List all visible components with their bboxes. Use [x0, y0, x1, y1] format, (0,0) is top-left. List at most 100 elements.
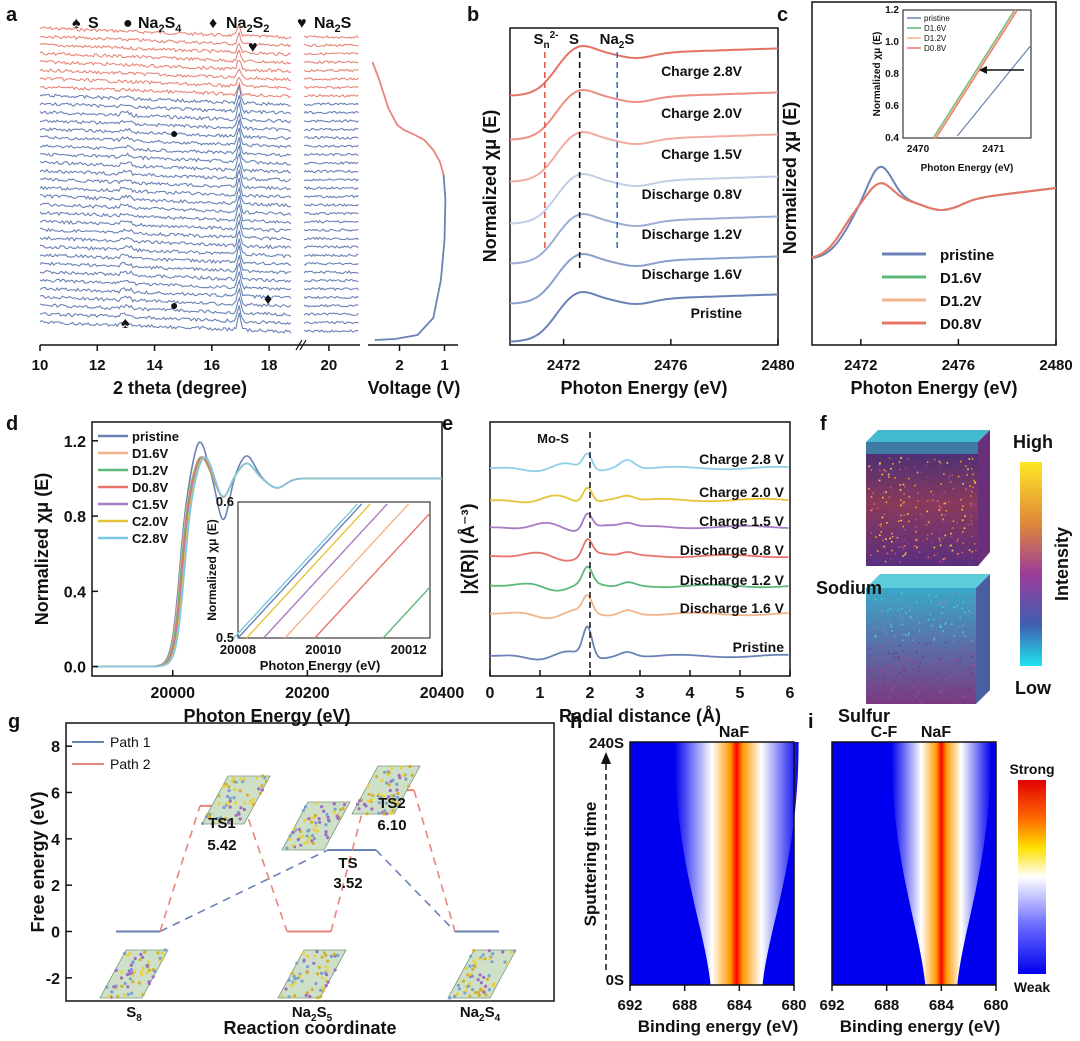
speckle — [900, 530, 903, 532]
x-tick-label: 692 — [617, 997, 642, 1014]
x-tick-label: 10 — [32, 357, 49, 374]
xrd-curve-discharge — [39, 212, 291, 233]
speckle — [892, 599, 894, 601]
speckle — [872, 492, 874, 494]
speckle — [918, 621, 921, 624]
speckle — [940, 626, 943, 628]
speckle — [916, 601, 918, 604]
sulfur-label: Sulfur — [838, 706, 890, 726]
panel-d-inset: 0.5 0.6 20008 20010 20012 Photon Energy (eV)… — [205, 494, 431, 673]
series-label: Discharge 0.8V — [642, 186, 743, 202]
speckle — [932, 663, 935, 665]
speckle — [940, 483, 942, 485]
exafs-curve — [490, 452, 789, 473]
speckle — [872, 516, 875, 518]
panel-e-xlabel: Radial distance (Å) — [559, 706, 721, 726]
exafs-curve — [490, 512, 789, 532]
colorbar-strong-label: Strong — [1009, 761, 1054, 777]
speckle — [900, 688, 903, 690]
speckle — [935, 595, 937, 597]
speckle — [917, 492, 919, 494]
speckle — [887, 473, 890, 476]
speckle — [868, 655, 871, 658]
speckle — [917, 699, 919, 701]
panel-letter-f: f — [820, 413, 827, 435]
speckle — [924, 516, 927, 518]
speckle — [959, 657, 962, 660]
speckle — [964, 465, 967, 468]
speckle — [889, 607, 891, 610]
speckle — [940, 493, 943, 496]
speckle — [903, 548, 905, 550]
xanes-b-curve — [509, 88, 779, 141]
speckle — [870, 606, 872, 609]
xrd-curve-charge-right — [303, 68, 359, 73]
speckle — [926, 538, 928, 540]
xrd-curve-discharge-right — [303, 270, 359, 275]
legend-label: D1.6V — [940, 270, 982, 287]
speckle — [958, 625, 961, 628]
speckle — [967, 468, 969, 471]
speckle — [958, 594, 960, 596]
speckle — [900, 504, 902, 507]
speckle — [889, 457, 891, 460]
speckle — [970, 646, 973, 648]
legend-na2s2-label: Na2S2 — [226, 15, 269, 35]
state-na2s5-label: Na2S5 — [292, 1004, 333, 1024]
speckle — [889, 558, 892, 560]
speckle — [928, 494, 931, 497]
panel-a-peak-markers: ♥ ● ♦ ● ♠ — [121, 39, 272, 332]
speckle — [933, 638, 935, 641]
xrd-curve-charge — [39, 24, 292, 40]
speckle — [870, 509, 873, 512]
speckle — [883, 513, 886, 515]
series-label: Discharge 1.6 V — [680, 600, 785, 616]
xrd-curve-discharge-right — [303, 119, 359, 123]
xrd-curve-discharge — [39, 296, 291, 317]
speckle — [916, 529, 918, 531]
xrd-curve-discharge-right — [303, 135, 359, 140]
xrd-curve-discharge-right — [303, 320, 359, 325]
series-label: Charge 2.0 V — [699, 484, 784, 500]
speckle — [963, 469, 965, 471]
structure-ts — [281, 801, 351, 851]
marker-dot-2: ● — [170, 297, 178, 313]
speckle — [900, 672, 902, 674]
speckle — [917, 691, 920, 693]
xrd-curve-charge-right — [303, 77, 359, 81]
speckle — [901, 634, 904, 636]
x-tick-label: 688 — [874, 997, 899, 1014]
speckle — [887, 610, 889, 612]
inset-d-curve — [284, 503, 410, 639]
panel-letter-c: c — [777, 4, 788, 26]
speckle — [898, 609, 900, 611]
speckle — [944, 557, 946, 560]
speckle — [914, 483, 917, 485]
xrd-curve-discharge — [39, 278, 292, 300]
speckle — [905, 659, 908, 662]
inset-d-ylabel: Normalized χμ (E) — [205, 519, 219, 621]
speckle — [930, 600, 932, 603]
speckle — [888, 684, 891, 686]
panel-a-legend: ♠ S ● Na2S4 ♦ Na2S2 ♥ Na2S — [72, 15, 352, 35]
xrd-curve-discharge-right — [303, 303, 359, 308]
structure-ts2 — [351, 764, 421, 816]
speckle — [941, 514, 943, 516]
xrd-curve-discharge — [39, 245, 292, 267]
colorbar-intensity-label: Intensity — [1052, 527, 1072, 601]
xanes-b-curve — [509, 252, 779, 305]
x-tick-label: 2476 — [942, 357, 975, 374]
series-label: Discharge 0.8 V — [680, 542, 785, 558]
speckle — [925, 524, 928, 526]
speckle — [883, 469, 886, 471]
inset-x-tick-label: 2470 — [907, 144, 930, 155]
x-tick-label: 6 — [786, 685, 795, 702]
panel-d-xanes: 0.0 0.4 0.8 1.2 20000 20200 20400 pristine D1.6… — [32, 421, 464, 726]
speckle — [973, 598, 975, 600]
ts1-value: 5.42 — [207, 837, 236, 854]
speckle — [954, 554, 957, 557]
panel-a-xlabel: 2 theta (degree) — [113, 378, 247, 398]
speckle — [939, 507, 942, 509]
panel-i-depth-xps: C-F NaF 692 688 684 680 Binding energy (eV)… — [819, 724, 1054, 1036]
speckle — [960, 458, 962, 460]
